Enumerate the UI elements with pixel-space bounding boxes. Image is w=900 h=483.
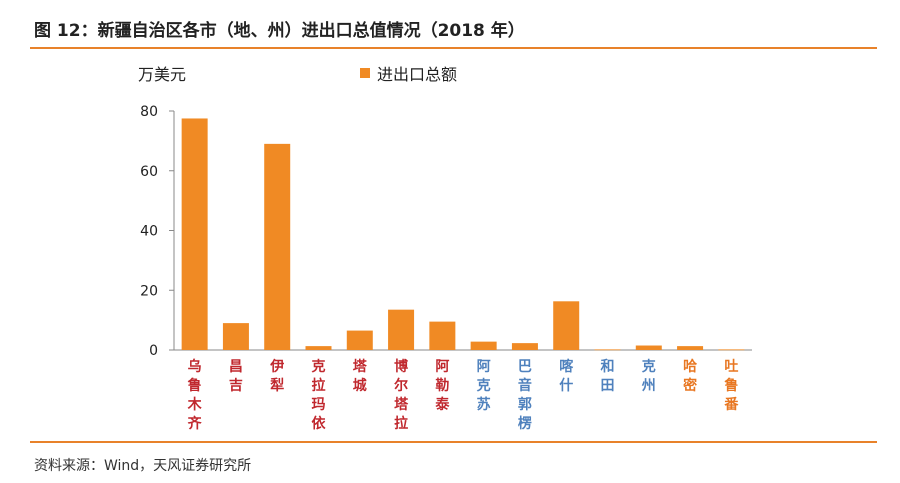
x-tick-label: 阿勒泰 — [434, 359, 450, 413]
top-divider — [30, 47, 877, 49]
x-tick-label: 哈密 — [682, 358, 697, 394]
y-tick-label: 20 — [140, 283, 158, 299]
x-tick-label: 阿克苏 — [477, 359, 491, 413]
bar — [511, 343, 538, 350]
bar — [388, 309, 415, 350]
x-tick-label: 巴音郭楞 — [518, 359, 532, 432]
x-tick-label: 伊犁 — [269, 358, 284, 394]
bar — [305, 346, 332, 350]
x-tick-label: 克州 — [641, 358, 656, 394]
bar — [264, 143, 291, 350]
x-tick-label: 博尔塔拉 — [394, 358, 409, 432]
legend-label: 进出口总额 — [377, 65, 457, 84]
x-tick-label: 喀什 — [559, 358, 573, 394]
bars — [181, 118, 745, 351]
page-title: 图 12：新疆自治区各市（地、州）进出口总值情况（2018 年） — [34, 21, 525, 41]
bar — [718, 349, 745, 351]
bar — [553, 301, 580, 350]
bar — [470, 341, 497, 350]
bottom-divider — [30, 441, 877, 443]
x-tick-label: 乌鲁木齐 — [187, 358, 203, 432]
bar — [181, 118, 208, 350]
x-tick-label: 吐鲁番 — [723, 359, 739, 413]
y-tick-label: 60 — [140, 164, 158, 180]
source-note: 资料来源：Wind，天风证券研究所 — [34, 458, 252, 474]
legend-swatch — [360, 68, 370, 78]
x-tick-label: 克拉玛依 — [312, 358, 327, 432]
bar — [635, 345, 662, 350]
bar — [594, 349, 621, 351]
x-tick-label: 塔城 — [353, 358, 368, 394]
y-unit-label: 万美元 — [138, 65, 186, 84]
bar — [429, 321, 456, 350]
y-tick-label: 0 — [149, 343, 158, 359]
bar — [222, 323, 249, 350]
y-tick-label: 80 — [140, 104, 158, 120]
x-tick-label: 昌吉 — [229, 359, 243, 394]
bar — [346, 330, 373, 350]
x-tick-label: 和田 — [601, 359, 615, 394]
bar — [677, 346, 704, 350]
y-ticks: 0 20 40 60 80 — [140, 104, 174, 359]
y-tick-label: 40 — [140, 224, 158, 240]
